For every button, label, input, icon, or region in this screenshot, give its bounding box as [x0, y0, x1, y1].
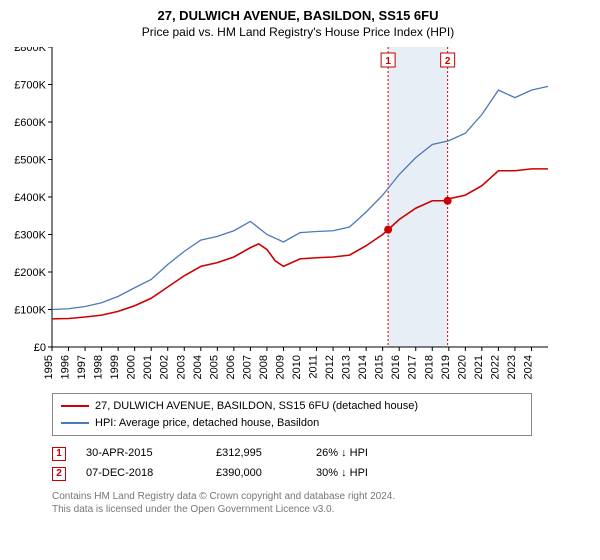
svg-text:2021: 2021 [473, 355, 485, 379]
svg-text:2022: 2022 [489, 355, 501, 379]
svg-text:2018: 2018 [423, 355, 435, 379]
sale-date-1: 30-APR-2015 [86, 444, 196, 464]
sale-marker-2: 2 [52, 467, 66, 481]
sale-date-2: 07-DEC-2018 [86, 464, 196, 484]
legend-swatch-property [61, 405, 89, 407]
svg-text:2023: 2023 [506, 355, 518, 379]
svg-text:1999: 1999 [109, 355, 121, 379]
legend-label-property: 27, DULWICH AVENUE, BASILDON, SS15 6FU (… [95, 398, 418, 415]
svg-text:2002: 2002 [159, 355, 171, 379]
svg-text:£200K: £200K [14, 267, 46, 279]
legend-row-1: 27, DULWICH AVENUE, BASILDON, SS15 6FU (… [61, 398, 523, 415]
footer-line-1: Contains HM Land Registry data © Crown c… [52, 490, 588, 503]
svg-text:2012: 2012 [324, 355, 336, 379]
svg-text:2013: 2013 [341, 355, 353, 379]
sale-row-2: 2 07-DEC-2018 £390,000 30% ↓ HPI [52, 464, 588, 484]
svg-text:2005: 2005 [208, 355, 220, 379]
svg-text:2: 2 [445, 56, 451, 67]
svg-text:1998: 1998 [93, 355, 105, 379]
sale-delta-1: 26% ↓ HPI [316, 444, 406, 464]
svg-text:2016: 2016 [390, 355, 402, 379]
line-chart-svg: £0 £100K £200K £300K £400K £500K £600K £700K £80… [8, 47, 588, 387]
chart-title: 27, DULWICH AVENUE, BASILDON, SS15 6FU [8, 8, 588, 23]
svg-text:1996: 1996 [60, 355, 72, 379]
svg-text:2024: 2024 [522, 355, 534, 379]
svg-text:2009: 2009 [274, 355, 286, 379]
svg-text:£100K: £100K [14, 305, 46, 317]
svg-text:£0: £0 [34, 342, 46, 354]
svg-text:2006: 2006 [225, 355, 237, 379]
legend-swatch-hpi [61, 422, 89, 424]
sale-row-1: 1 30-APR-2015 £312,995 26% ↓ HPI [52, 444, 588, 464]
footer-text: Contains HM Land Registry data © Crown c… [52, 490, 588, 516]
svg-text:2015: 2015 [374, 355, 386, 379]
sale-price-2: £390,000 [216, 464, 296, 484]
sale-price-1: £312,995 [216, 444, 296, 464]
svg-text:2011: 2011 [308, 355, 320, 379]
svg-text:2019: 2019 [440, 355, 452, 379]
svg-text:2014: 2014 [357, 355, 369, 379]
sales-list: 1 30-APR-2015 £312,995 26% ↓ HPI 2 07-DE… [52, 444, 588, 484]
svg-text:1: 1 [385, 56, 391, 67]
svg-text:£500K: £500K [14, 155, 46, 167]
svg-text:2010: 2010 [291, 355, 303, 379]
footer-line-2: This data is licensed under the Open Gov… [52, 503, 588, 516]
svg-text:2001: 2001 [142, 355, 154, 379]
svg-text:2007: 2007 [241, 355, 253, 379]
legend-box: 27, DULWICH AVENUE, BASILDON, SS15 6FU (… [52, 393, 532, 436]
sale-marker-1: 1 [52, 447, 66, 461]
svg-text:£800K: £800K [14, 47, 46, 54]
chart-subtitle: Price paid vs. HM Land Registry's House … [8, 25, 588, 39]
svg-text:£700K: £700K [14, 80, 46, 92]
svg-text:2000: 2000 [126, 355, 138, 379]
svg-text:2004: 2004 [192, 355, 204, 379]
svg-text:1997: 1997 [76, 355, 88, 379]
svg-text:2020: 2020 [456, 355, 468, 379]
svg-text:2008: 2008 [258, 355, 270, 379]
chart-container: 27, DULWICH AVENUE, BASILDON, SS15 6FU P… [0, 0, 600, 560]
svg-text:£300K: £300K [14, 230, 46, 242]
svg-text:1995: 1995 [43, 355, 55, 379]
svg-text:£600K: £600K [14, 117, 46, 129]
sale-delta-2: 30% ↓ HPI [316, 464, 406, 484]
svg-text:£400K: £400K [14, 192, 46, 204]
svg-text:2017: 2017 [407, 355, 419, 379]
legend-label-hpi: HPI: Average price, detached house, Basi… [95, 415, 319, 432]
svg-text:2003: 2003 [175, 355, 187, 379]
chart-plot: £0 £100K £200K £300K £400K £500K £600K £700K £80… [8, 47, 588, 387]
legend-row-2: HPI: Average price, detached house, Basi… [61, 415, 523, 432]
